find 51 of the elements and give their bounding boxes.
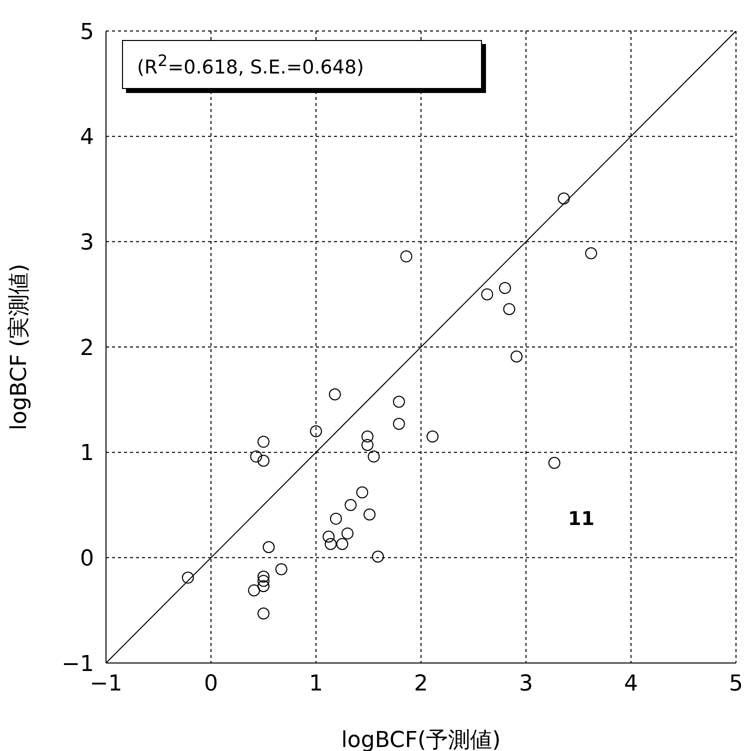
point — [342, 527, 354, 540]
x-tick-label: 5 — [729, 672, 743, 697]
point — [262, 541, 275, 554]
point — [182, 572, 194, 584]
y-tick-label: 2 — [80, 336, 94, 361]
point — [503, 303, 516, 316]
point — [510, 350, 523, 362]
point — [258, 454, 270, 467]
y-tick-label: 4 — [80, 125, 94, 150]
point — [368, 450, 380, 463]
point — [336, 538, 348, 550]
point — [248, 584, 260, 596]
point — [392, 396, 405, 408]
point — [356, 486, 368, 498]
point — [258, 580, 270, 592]
point — [361, 430, 374, 443]
point — [585, 247, 598, 260]
y-tick-label: 0 — [80, 546, 94, 572]
point — [324, 538, 337, 550]
point — [310, 425, 322, 438]
x-tick-label: 4 — [624, 672, 638, 697]
x-tick-label: 1 — [309, 672, 323, 697]
point — [344, 499, 357, 511]
y-tick-label: 3 — [80, 230, 94, 256]
x-tick-label: 0 — [204, 672, 218, 697]
y-axis-title: logBCF (実測値) — [6, 264, 32, 430]
point — [250, 450, 262, 463]
point — [392, 418, 405, 430]
x-tick-label: 2 — [414, 672, 428, 697]
point — [275, 563, 288, 576]
y-tick-label: 5 — [80, 20, 94, 45]
point — [558, 192, 570, 204]
point — [330, 512, 342, 525]
y-tick-label: 1 — [80, 441, 94, 466]
point — [372, 550, 384, 563]
point — [328, 388, 341, 400]
point — [400, 250, 412, 262]
point — [364, 508, 376, 520]
y-tick-label: −1 — [62, 652, 94, 677]
point — [258, 436, 270, 448]
point — [426, 430, 439, 443]
point — [258, 570, 270, 583]
point — [361, 438, 374, 451]
point — [548, 456, 560, 469]
point — [322, 530, 335, 543]
annotation: 11 — [568, 508, 594, 530]
point — [258, 607, 270, 620]
point — [499, 282, 511, 294]
x-tick-label: 3 — [519, 672, 533, 697]
point — [258, 574, 270, 587]
point — [481, 288, 494, 300]
